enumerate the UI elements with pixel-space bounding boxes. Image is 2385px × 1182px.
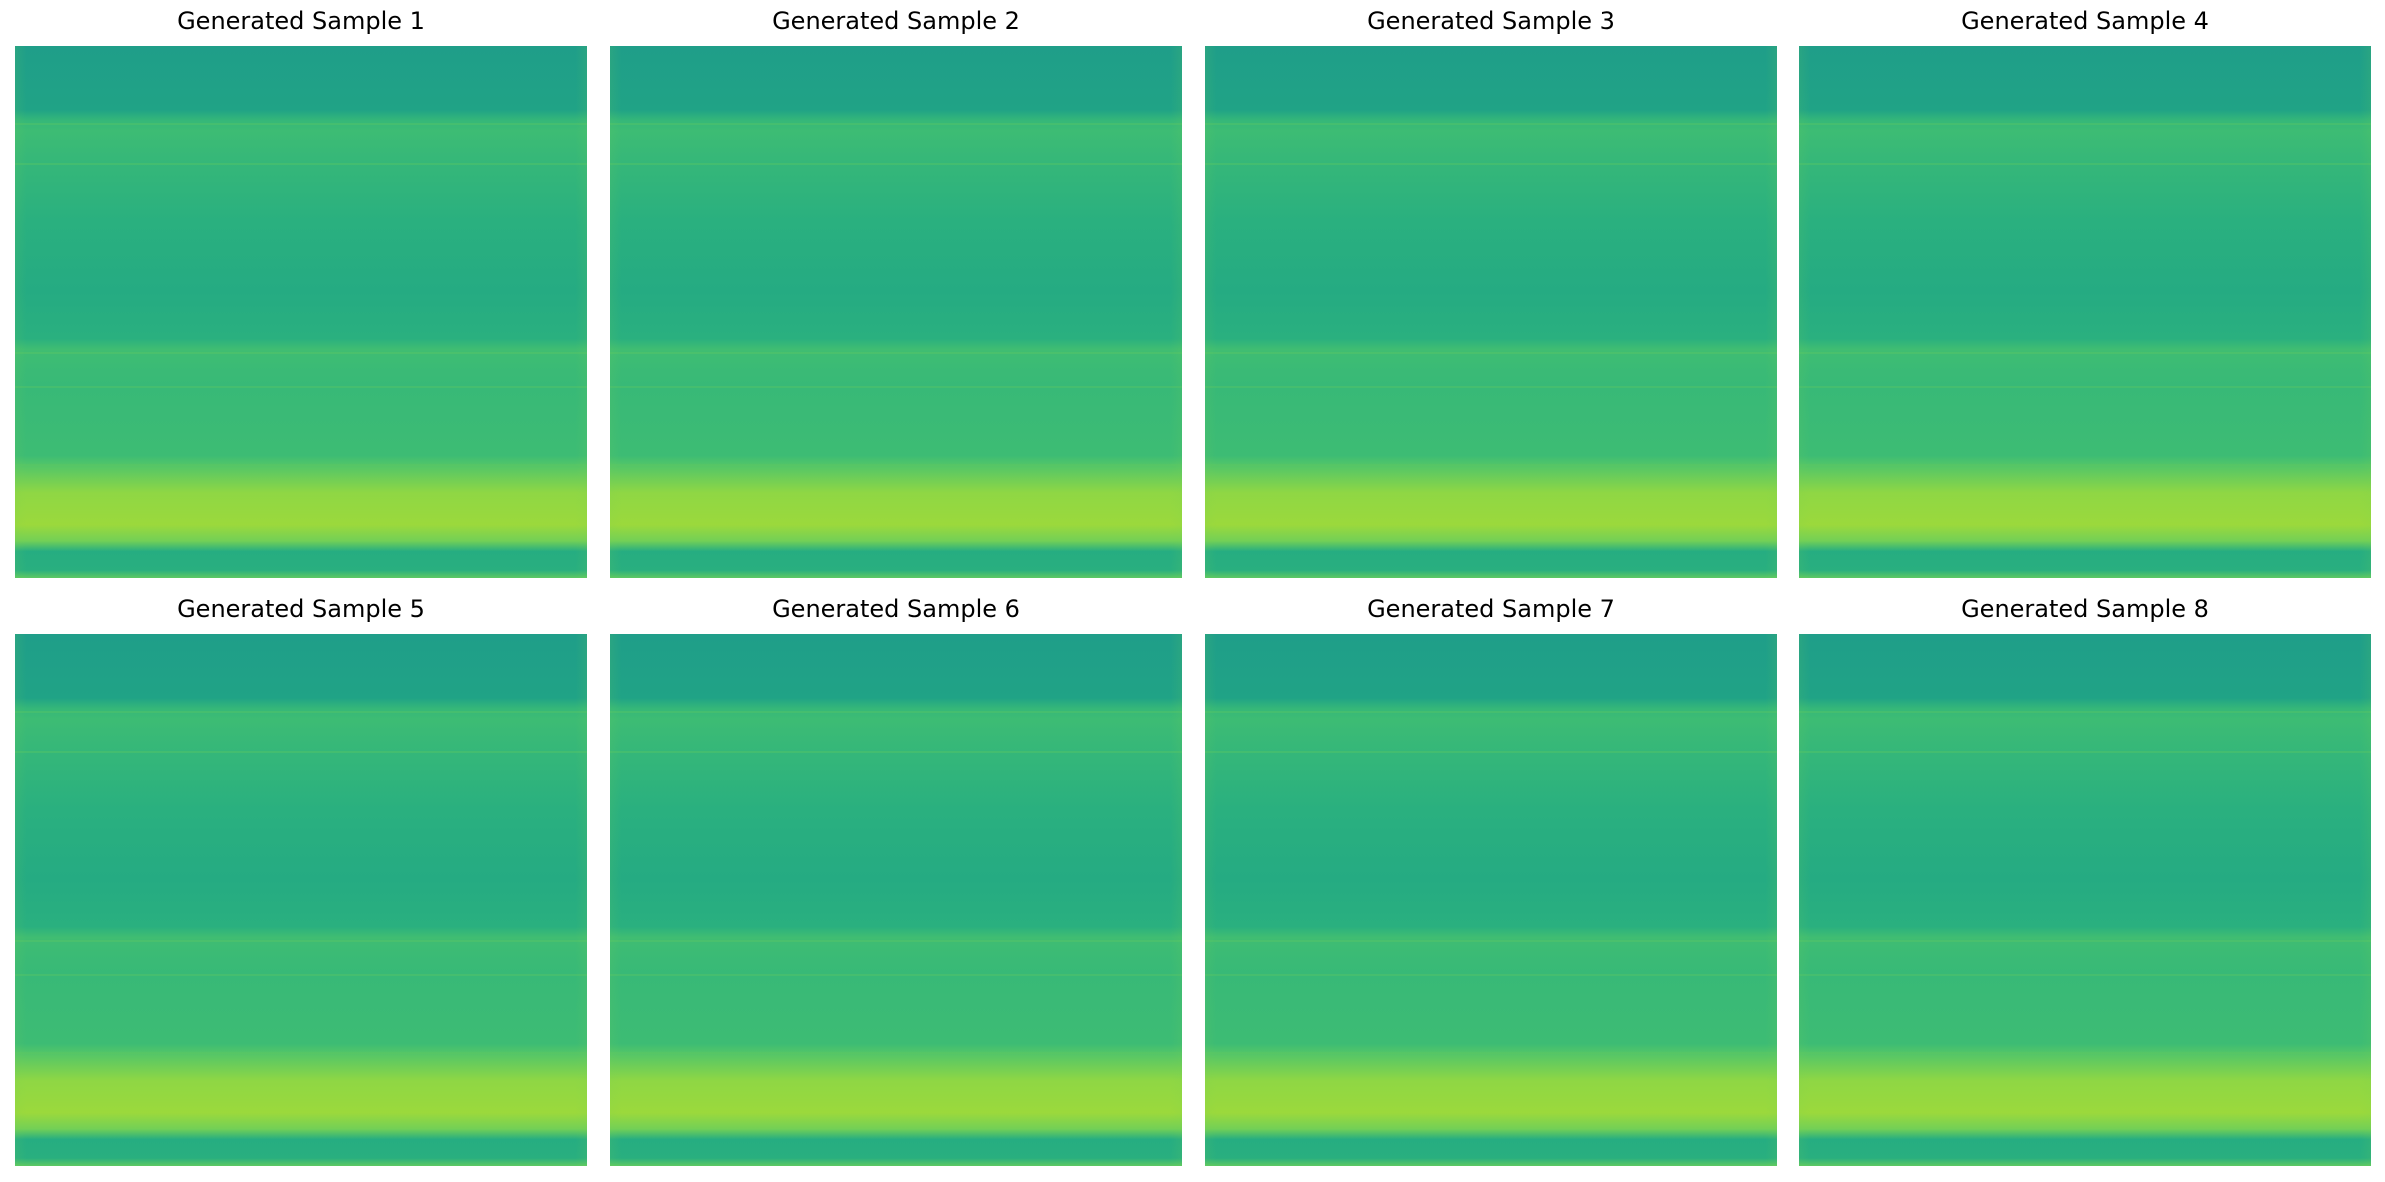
sample-panel: Generated Sample 4 [1799,7,2371,578]
sample-panel: Generated Sample 7 [1205,595,1777,1166]
sample-image [1205,46,1777,578]
sample-panel: Generated Sample 6 [610,595,1182,1166]
panel-title: Generated Sample 3 [1367,7,1615,35]
sample-panel: Generated Sample 2 [610,7,1182,578]
sample-panel: Generated Sample 3 [1205,7,1777,578]
panel-title: Generated Sample 8 [1961,595,2209,623]
sample-image [610,634,1182,1166]
sample-panel: Generated Sample 8 [1799,595,2371,1166]
panel-title: Generated Sample 6 [772,595,1020,623]
panel-title: Generated Sample 7 [1367,595,1615,623]
panel-title: Generated Sample 2 [772,7,1020,35]
panel-title: Generated Sample 5 [177,595,425,623]
sample-image [1799,634,2371,1166]
sample-panel: Generated Sample 5 [15,595,587,1166]
panel-title: Generated Sample 1 [177,7,425,35]
sample-image [610,46,1182,578]
panel-title: Generated Sample 4 [1961,7,2209,35]
sample-image [1205,634,1777,1166]
sample-image [15,634,587,1166]
sample-image [15,46,587,578]
sample-image [1799,46,2371,578]
sample-panel: Generated Sample 1 [15,7,587,578]
